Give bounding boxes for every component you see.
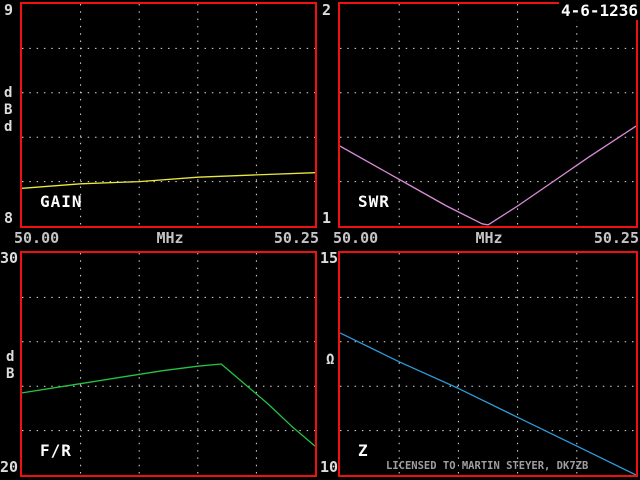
gain-chart-canvas [22, 4, 315, 226]
swr-curve [340, 125, 636, 226]
impedance-plot-title: Z [358, 441, 369, 460]
impedance-plot-frame: Z [338, 251, 638, 477]
z-chart-canvas [340, 253, 636, 475]
z-curve [340, 332, 636, 475]
swr-ytick-top: 2 [322, 1, 332, 19]
front-to-rear-plot-title: F/R [40, 441, 72, 460]
gain-ytick-top: 9 [4, 1, 14, 19]
front-to-rear-plot-frame: F/R [20, 251, 317, 477]
freq-start-label-left: 50.00 [14, 229, 60, 247]
z-ytick-bottom: 10 [320, 458, 339, 476]
fr-y-axis-unit-label: d B [6, 349, 15, 382]
gain-plot-frame: GAIN [20, 2, 317, 228]
gain-y-axis-unit-label: d B d [4, 85, 13, 135]
z-y-axis-unit-label: Ω [326, 352, 335, 368]
license-text: LICENSED TO MARTIN STEYER, DK7ZB [386, 460, 589, 472]
gain-curve [22, 172, 315, 189]
fr-ytick-top: 30 [0, 249, 19, 267]
freq-start-label-right: 50.00 [333, 229, 379, 247]
freq-end-label-right: 50.25 [593, 229, 639, 247]
freq-unit-label-right: MHz [475, 229, 503, 247]
gain-plot-title: GAIN [40, 192, 83, 211]
z-ytick-top: 15 [320, 249, 339, 267]
fr-ytick-bottom: 20 [0, 458, 19, 476]
swr-ytick-bottom: 1 [322, 209, 332, 227]
freq-end-label-left: 50.25 [273, 229, 319, 247]
swr-plot-frame: SWR [338, 2, 638, 228]
date-stamp: 4-6-1236 [558, 1, 640, 20]
swr-plot-title: SWR [358, 192, 390, 211]
gain-ytick-bottom: 8 [4, 209, 14, 227]
fr-chart-canvas [22, 253, 315, 475]
swr-chart-canvas [340, 4, 636, 226]
freq-unit-label-left: MHz [156, 229, 184, 247]
fr-curve [22, 363, 315, 447]
